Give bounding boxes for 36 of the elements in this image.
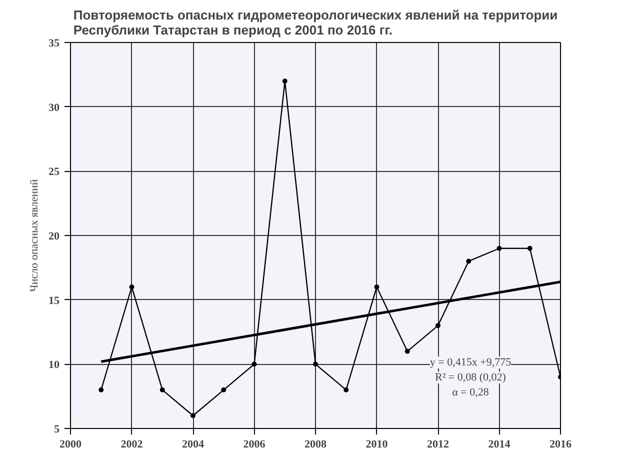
chart-title: Повторяемость опасных гидрометеорологических явлений на территории Республики Татарстан в период с 2001 по 2016 гг. — [73, 8, 558, 38]
point — [160, 387, 165, 392]
x-tick-label: 2014 — [488, 438, 511, 450]
x-tick-label: 2008 — [304, 438, 327, 450]
point — [496, 246, 502, 251]
annotation: y = 0,415x +9,775 — [430, 356, 512, 368]
point — [527, 246, 532, 251]
x-tick-label: 2000 — [60, 438, 82, 450]
x-tick-label: 2006 — [243, 438, 266, 450]
y-axis-title: Число опасных явлений — [28, 179, 40, 292]
point — [436, 323, 440, 328]
point — [129, 284, 134, 290]
point — [313, 362, 318, 367]
x-tick-label: 2010 — [366, 438, 388, 450]
point — [374, 284, 380, 290]
y-tick-label: 20 — [48, 230, 60, 242]
point — [344, 387, 349, 392]
point — [282, 78, 288, 84]
y-tick-label: 35 — [48, 38, 60, 50]
x-tick-label: 2016 — [550, 438, 572, 450]
y-tick-label: 30 — [48, 102, 60, 114]
point — [466, 258, 472, 264]
y-tick-label: 25 — [48, 166, 60, 178]
point — [221, 387, 226, 392]
annotation: α = 0,28 — [452, 386, 490, 398]
x-tick-label: 2002 — [120, 438, 144, 450]
point — [252, 362, 257, 367]
y-tick-label: 5 — [54, 424, 60, 436]
point — [404, 348, 410, 354]
point — [190, 413, 196, 418]
x-tick-label: 2012 — [427, 438, 450, 450]
annotation: R² = 0,08 (0,02) — [435, 372, 506, 384]
x-tick-label: 2004 — [182, 438, 204, 450]
point — [98, 387, 104, 392]
y-tick-label: 15 — [48, 294, 60, 307]
y-tick-label: 10 — [48, 359, 60, 372]
